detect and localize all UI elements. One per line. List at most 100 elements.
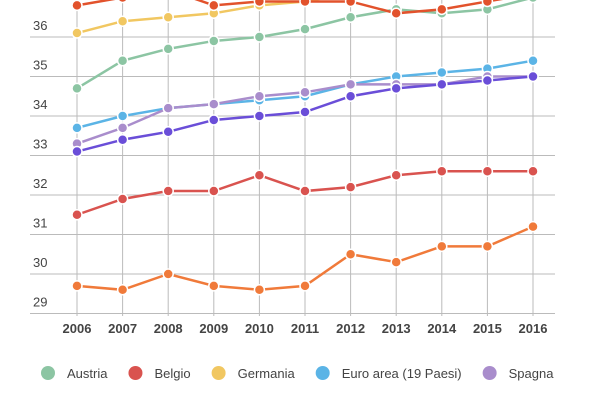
legend-label: Belgio [154,366,190,381]
legend-label: Euro area (19 Paesi) [342,366,462,381]
series-unlabeled-5 [71,0,504,20]
y-tick-label: 36 [33,18,47,33]
data-point[interactable] [481,0,494,8]
data-point[interactable] [527,165,539,178]
data-point[interactable] [253,0,266,8]
data-point[interactable] [71,0,83,12]
data-point[interactable] [162,102,174,114]
data-point[interactable] [116,110,129,122]
y-tick-label: 29 [33,295,47,310]
data-point[interactable] [116,122,129,134]
data-point[interactable] [208,35,220,47]
legend-label: Spagna [509,366,555,381]
data-point[interactable] [116,15,129,27]
data-point[interactable] [162,185,174,197]
data-point[interactable] [299,185,311,197]
data-point[interactable] [344,11,357,23]
x-tick-label: 2006 [63,321,92,336]
data-point[interactable] [253,110,266,122]
data-point[interactable] [299,280,311,292]
x-tick-label: 2016 [519,321,548,336]
data-point[interactable] [344,181,357,193]
data-point[interactable] [527,54,539,67]
data-point[interactable] [253,31,266,43]
data-point[interactable] [344,90,357,102]
data-point[interactable] [390,256,402,268]
legend-item[interactable]: Austria [41,366,108,381]
data-point[interactable] [481,240,494,253]
y-axis-ticks: 29 30 31 32 33 34 35 36 [33,18,47,310]
data-point[interactable] [71,280,83,292]
data-point[interactable] [116,133,129,146]
data-point[interactable] [208,185,220,197]
y-tick-label: 33 [33,137,47,152]
data-point[interactable] [527,220,539,233]
legend-item[interactable]: Belgio [128,366,191,381]
data-point[interactable] [344,78,357,91]
data-point[interactable] [208,114,220,126]
y-tick-label: 35 [33,58,47,73]
data-point[interactable] [253,284,266,296]
data-point[interactable] [71,209,83,221]
data-point[interactable] [71,122,83,134]
data-point[interactable] [299,106,311,118]
data-point[interactable] [116,284,129,296]
legend-swatch [211,366,226,380]
series-unlabeled-7 [71,220,539,296]
x-tick-label: 2010 [245,321,274,336]
data-point[interactable] [162,126,174,138]
legend-item[interactable]: Euro area (19 Paesi) [315,366,462,381]
data-point[interactable] [71,27,83,39]
data-point[interactable] [208,0,220,12]
x-tick-label: 2008 [154,321,183,336]
data-point[interactable] [253,169,266,181]
data-point[interactable] [208,98,220,110]
y-tick-label: 34 [33,97,47,112]
legend-label: Austria [67,366,108,381]
data-point[interactable] [436,78,448,91]
data-point[interactable] [71,82,83,95]
data-point[interactable] [436,240,448,253]
data-point[interactable] [299,86,311,99]
data-point[interactable] [390,82,402,95]
data-point[interactable] [162,11,174,23]
series-unlabeled-6 [71,70,539,158]
data-point[interactable] [116,193,129,205]
data-point[interactable] [436,3,448,16]
data-point[interactable] [299,23,311,35]
series-lines [71,0,539,296]
legend-item[interactable]: Spagna [482,366,555,381]
data-point[interactable] [344,0,357,8]
x-tick-label: 2014 [427,321,457,336]
data-point[interactable] [116,54,129,67]
data-point[interactable] [481,165,494,178]
y-tick-label: 30 [33,255,47,270]
legend-item[interactable]: Germania [211,366,296,381]
y-tick-label: 31 [33,216,47,231]
data-point[interactable] [299,0,311,8]
legend-label: Germania [238,366,296,381]
data-point[interactable] [527,70,539,83]
data-point[interactable] [436,66,448,79]
data-point[interactable] [344,248,357,260]
data-point[interactable] [390,7,402,20]
data-point[interactable] [527,0,539,4]
x-tick-label: 2011 [291,321,319,336]
data-point[interactable] [390,169,402,181]
data-point[interactable] [117,0,128,4]
data-point[interactable] [253,90,266,102]
data-point[interactable] [208,280,220,292]
data-point[interactable] [436,165,448,178]
data-point[interactable] [162,43,174,55]
grid [30,0,555,316]
legend-swatch [128,366,143,380]
x-tick-label: 2007 [108,321,137,336]
x-tick-label: 2013 [382,321,411,336]
x-tick-label: 2009 [199,321,228,336]
data-point[interactable] [71,145,83,158]
x-tick-label: 2012 [336,321,365,336]
data-point[interactable] [162,268,174,280]
legend-swatch [482,366,497,380]
data-point[interactable] [481,74,494,87]
